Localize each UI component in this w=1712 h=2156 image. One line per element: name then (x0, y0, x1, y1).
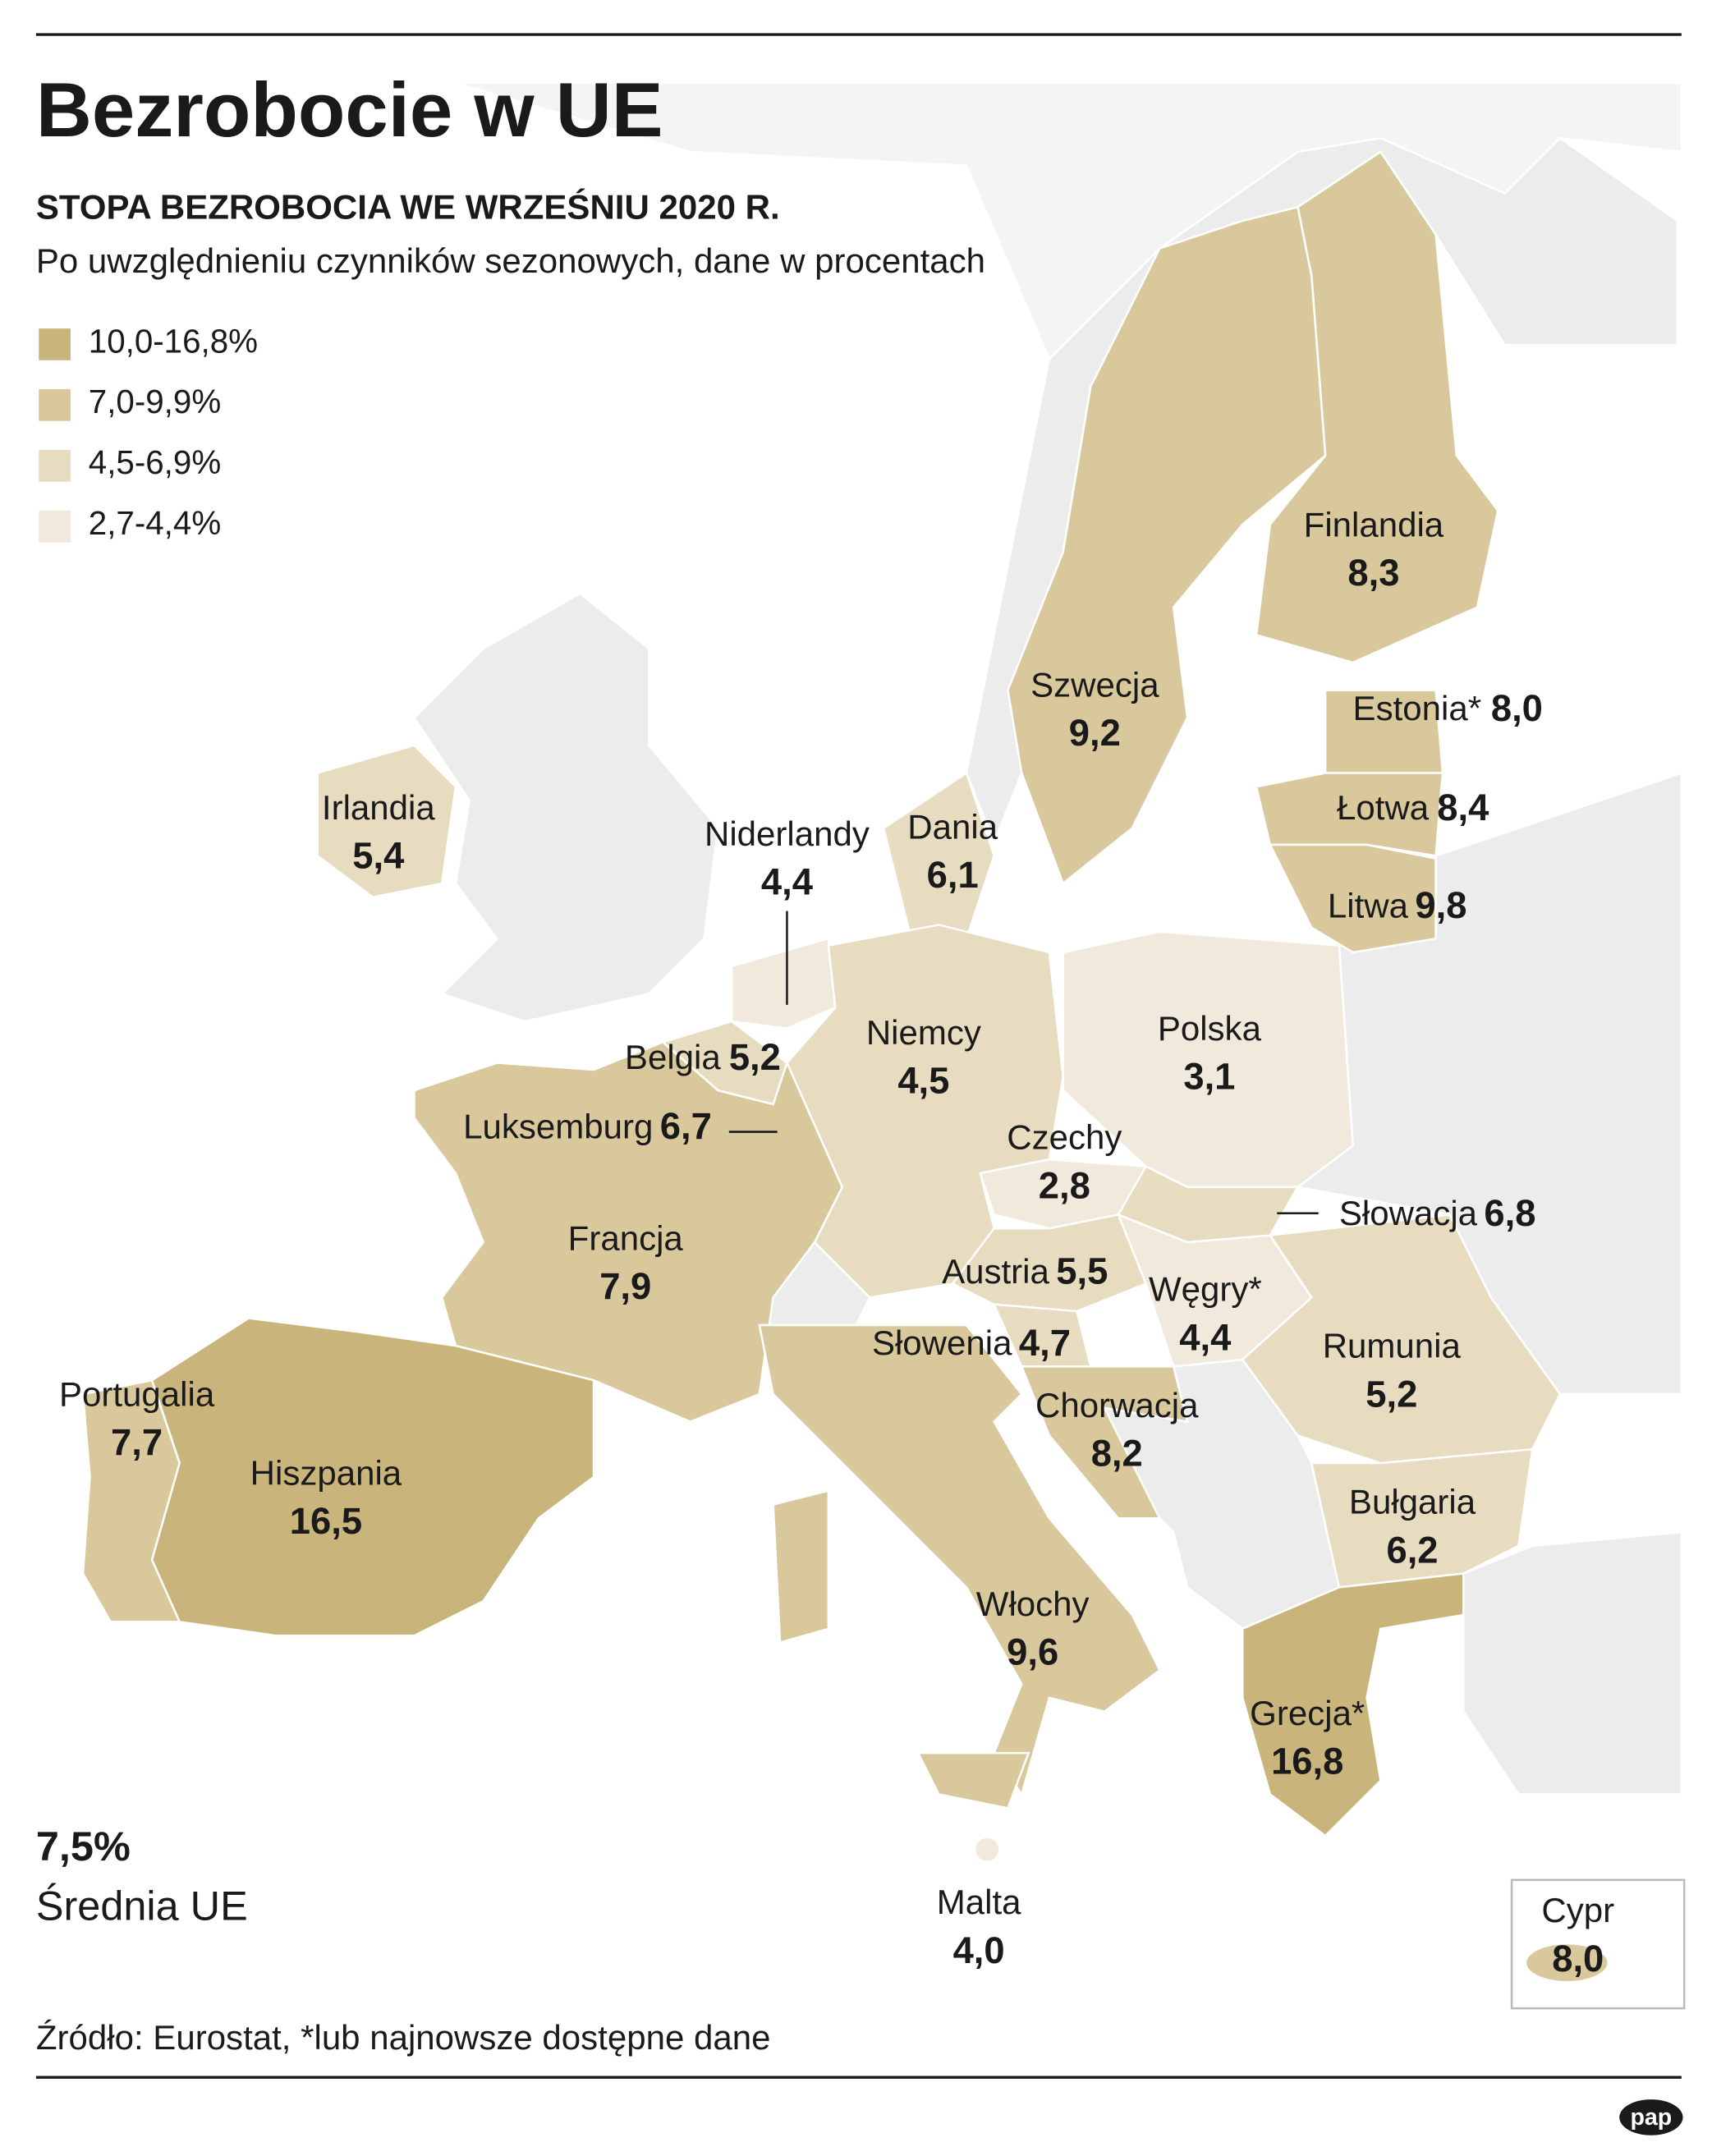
country-shape (1524, 1942, 1610, 1984)
country-name: Bułgaria (1349, 1483, 1476, 1521)
country-name: Niemcy (866, 1013, 981, 1052)
country-shape (916, 1751, 1030, 1810)
legend-swatch (39, 389, 71, 421)
legend-swatch (39, 328, 71, 360)
country-value: 5,2 (1365, 1373, 1417, 1415)
country-name: Malta (937, 1883, 1021, 1921)
average-label: Średnia UE (36, 1882, 248, 1929)
source: Źródło: Eurostat, *lub najnowsze dostępn… (36, 2018, 771, 2057)
country-value: 16,5 (290, 1500, 362, 1542)
country-value: 4,7 (1019, 1322, 1071, 1364)
country-name: Estonia* (1353, 689, 1482, 727)
country-value: 4,5 (897, 1060, 949, 1102)
country-name: Dania (907, 807, 998, 846)
country-value: 6,7 (660, 1105, 712, 1147)
country-name: Rumunia (1323, 1327, 1462, 1365)
country-value: 7,9 (599, 1265, 651, 1307)
country-name: Niderlandy (705, 814, 870, 853)
country-value: 8,0 (1491, 687, 1543, 729)
cyprus-inset (1510, 1878, 1686, 2010)
country-value: 7,7 (111, 1421, 163, 1463)
country-name: Szwecja (1030, 665, 1159, 704)
country-name: Słowenia (872, 1323, 1012, 1362)
country-name: Czechy (1007, 1118, 1122, 1157)
legend-label: 2,7-4,4% (89, 504, 221, 542)
country-value: 8,3 (1347, 552, 1399, 594)
country-name: Łotwa (1337, 788, 1430, 827)
country-name: Francja (568, 1218, 684, 1257)
country-value: 5,2 (729, 1036, 781, 1078)
legend-label: 7,0-9,9% (89, 383, 221, 420)
subtitle: STOPA BEZROBOCIA WE WRZEŚNIU 2020 R. (36, 187, 780, 227)
country-name: Polska (1158, 1009, 1262, 1048)
country-name: Grecja* (1250, 1694, 1365, 1732)
country-name: Litwa (1328, 886, 1409, 924)
country-name: Finlandia (1304, 505, 1444, 544)
country-shape (413, 1040, 844, 1423)
country-name: Luksemburg (463, 1107, 653, 1145)
average-value: 7,5% (36, 1823, 131, 1869)
country-name: Węgry* (1149, 1270, 1262, 1309)
legend-label: 4,5-6,9% (89, 443, 221, 481)
country-value: 9,2 (1069, 712, 1121, 754)
country-name: Irlandia (322, 788, 435, 827)
country-value: 9,6 (1007, 1631, 1058, 1673)
country-shape (758, 1323, 1161, 1797)
country-value: 2,8 (1039, 1164, 1090, 1206)
country-value: 6,2 (1386, 1529, 1438, 1571)
country-value: 8,4 (1437, 787, 1489, 828)
country-shape (1268, 843, 1437, 954)
country-value: 4,4 (1179, 1316, 1231, 1358)
legend-swatch (39, 511, 71, 543)
country-shape (772, 1489, 830, 1645)
country-value: 6,8 (1484, 1192, 1535, 1234)
country-value: 6,1 (927, 854, 979, 896)
country-name: Belgia (625, 1038, 721, 1076)
country-value: 5,5 (1056, 1250, 1108, 1292)
country-value: 4,4 (761, 861, 813, 903)
country-shape (882, 771, 995, 940)
country-value: 9,8 (1415, 884, 1466, 926)
country-name: Austria (942, 1252, 1049, 1291)
country-value: 8,2 (1091, 1433, 1143, 1475)
country-name: Słowacja (1339, 1194, 1478, 1232)
country-value: 5,4 (352, 835, 404, 877)
country-shape (316, 744, 457, 899)
country-shape (730, 937, 837, 1030)
eu-countries (81, 150, 1610, 1984)
legend-swatch (39, 450, 71, 482)
country-value: 8,0 (1552, 1938, 1604, 1979)
country-shape (1241, 1572, 1465, 1837)
legend: 10,0-16,8% 7,0-9,9% 4,5-6,9% 2,7-4,4% (39, 322, 258, 543)
non-eu-land (412, 81, 1683, 1796)
country-shape (1020, 1365, 1189, 1520)
country-name: Chorwacja (1035, 1386, 1199, 1424)
title: Bezrobocie w UE (36, 67, 663, 153)
legend-label: 10,0-16,8% (89, 322, 258, 360)
country-name: Cypr (1541, 1891, 1614, 1929)
country-value: 4,0 (953, 1929, 1005, 1971)
logo-badge (1619, 2099, 1683, 2135)
country-shape (973, 1836, 1001, 1864)
logo: pap (1630, 2104, 1672, 2131)
country-value: 16,8 (1271, 1741, 1343, 1782)
note: Po uwzględnieniu czynników sezonowych, d… (36, 241, 985, 280)
country-name: Włochy (976, 1585, 1090, 1623)
country-shape (150, 1317, 595, 1637)
country-name: Hiszpania (250, 1453, 402, 1492)
country-value: 3,1 (1183, 1056, 1235, 1098)
country-shape (1007, 205, 1327, 886)
country-name: Portugalia (59, 1374, 215, 1413)
